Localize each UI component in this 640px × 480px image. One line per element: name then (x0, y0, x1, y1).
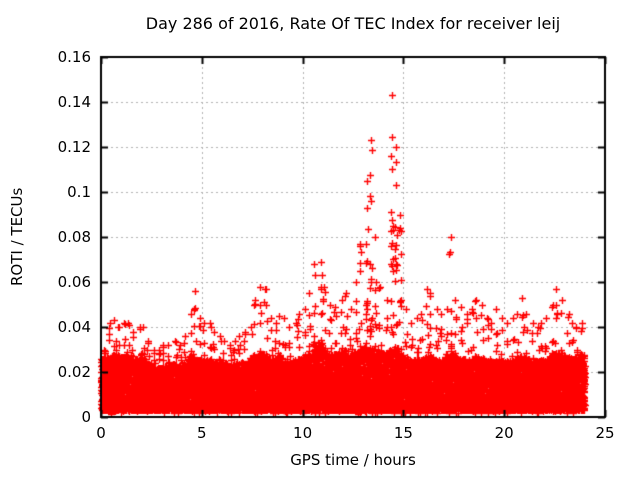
y-tick-label: 0.1 (67, 183, 91, 201)
x-tick-label: 10 (293, 424, 313, 442)
y-tick-label: 0.14 (57, 93, 91, 111)
x-tick-label: 20 (494, 424, 514, 442)
x-axis-label: GPS time / hours (290, 451, 416, 469)
y-tick-label: 0.04 (57, 318, 91, 336)
x-tick-label: 25 (595, 424, 615, 442)
y-tick-label: 0.02 (57, 363, 91, 381)
chart-title: Day 286 of 2016, Rate Of TEC Index for r… (145, 14, 561, 33)
y-tick-label: 0.08 (57, 228, 91, 246)
x-tick-label: 0 (96, 424, 106, 442)
y-tick-label: 0.16 (57, 48, 91, 66)
x-tick-label: 5 (197, 424, 207, 442)
y-tick-label: 0.06 (57, 273, 91, 291)
x-tick-label: 15 (393, 424, 413, 442)
y-tick-label: 0.12 (57, 138, 91, 156)
y-tick-label: 0 (81, 408, 91, 426)
